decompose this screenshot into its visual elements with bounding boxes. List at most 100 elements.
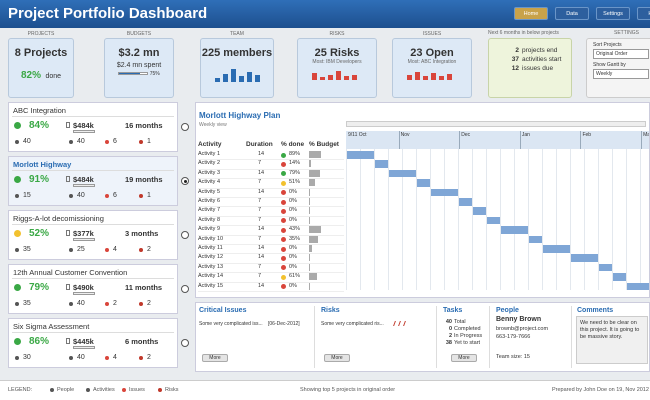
budget-icon bbox=[66, 122, 70, 128]
project-card[interactable]: Six Sigma Assessment 86% $445k 6 months 30 40… bbox=[8, 318, 178, 368]
activity-name: Activity 9 bbox=[198, 226, 221, 233]
activity-done: 0% bbox=[289, 245, 297, 251]
activity-name: Activity 5 bbox=[198, 188, 221, 195]
stat: 30 bbox=[15, 354, 45, 363]
done-dot bbox=[281, 255, 286, 261]
status-dot bbox=[14, 230, 21, 237]
icon bbox=[69, 302, 73, 306]
gantt-bar bbox=[473, 207, 486, 215]
budget-icon bbox=[66, 230, 70, 236]
more-button[interactable]: More bbox=[202, 354, 228, 362]
row-line bbox=[198, 187, 344, 189]
kpi-label: BUDGETS bbox=[126, 31, 152, 37]
done-dot bbox=[281, 218, 286, 224]
done-dot bbox=[281, 246, 286, 252]
project-card[interactable]: Morlott Highway 91% $484k 19 months 15 40 6 1 bbox=[8, 156, 178, 206]
upcoming-count: 37 bbox=[511, 56, 519, 63]
project-card[interactable]: Riggs-A-lot decomissioning 52% $377k 3 mont… bbox=[8, 210, 178, 260]
setting-label: Sort Projects bbox=[593, 42, 622, 48]
task-label: Yet to start bbox=[454, 340, 481, 346]
stat: 40 bbox=[69, 138, 99, 147]
mini-bar bbox=[447, 73, 452, 80]
kpi-label: PROJECTS bbox=[27, 31, 55, 37]
mini-bar bbox=[439, 75, 444, 80]
stat: 4 bbox=[105, 354, 135, 363]
activity-done: 0% bbox=[289, 198, 297, 204]
gantt-bar bbox=[347, 151, 374, 159]
project-card[interactable]: ABC Integration 84% $484k 16 months 40 40 6 1 bbox=[8, 102, 178, 152]
budget-icon bbox=[66, 284, 70, 290]
stat: 40 bbox=[69, 300, 99, 309]
project-radio[interactable] bbox=[181, 231, 189, 239]
project-name: ABC Integration bbox=[13, 106, 66, 115]
mini-bar bbox=[215, 78, 220, 82]
mini-bar bbox=[255, 74, 260, 82]
activity-done: 0% bbox=[289, 216, 297, 223]
done-dot bbox=[281, 190, 286, 196]
project-radio[interactable] bbox=[181, 177, 189, 185]
task-count: 38 bbox=[445, 340, 452, 346]
icon bbox=[105, 356, 109, 360]
budget-bar bbox=[73, 346, 95, 349]
mini-bar bbox=[344, 76, 349, 80]
project-card[interactable]: 12th Annual Customer Convention 79% $490k 1… bbox=[8, 264, 178, 314]
kpi-value: 23 Open bbox=[410, 47, 454, 59]
stat-activities: 40 bbox=[77, 138, 85, 145]
activity-done: 35% bbox=[289, 235, 301, 242]
nav-button[interactable]: Settings bbox=[596, 7, 630, 20]
project-radio[interactable] bbox=[181, 123, 189, 131]
more-button[interactable]: More bbox=[324, 354, 350, 362]
icon bbox=[139, 194, 143, 198]
activity-duration: 7 bbox=[258, 160, 262, 167]
project-budget: $484k bbox=[73, 175, 94, 184]
done-dot bbox=[281, 237, 286, 243]
gantt-select[interactable]: Weekly bbox=[593, 69, 649, 79]
stat-activities: 40 bbox=[77, 354, 85, 361]
activity-name: Activity 3 bbox=[198, 169, 221, 176]
footer-credit: Prepared by John Doe on 19, Nov 2012 bbox=[552, 387, 649, 393]
status-dot bbox=[14, 176, 21, 183]
project-duration: 3 months bbox=[125, 229, 159, 238]
activity-name: Activity 2 bbox=[198, 160, 221, 167]
week-line bbox=[640, 149, 641, 290]
budget-bar bbox=[73, 184, 95, 187]
mini-bar bbox=[407, 74, 412, 80]
nav-button[interactable]: Home bbox=[514, 7, 548, 20]
project-done: 52% bbox=[29, 228, 50, 239]
row-line bbox=[198, 281, 344, 283]
legend-icon bbox=[158, 388, 162, 392]
status-dot bbox=[14, 122, 21, 129]
mini-bar bbox=[320, 76, 325, 80]
panel-divider bbox=[489, 306, 490, 368]
sort-select[interactable]: Original Order bbox=[593, 49, 649, 59]
stat-risks: 1 bbox=[147, 192, 151, 199]
project-radio[interactable] bbox=[181, 339, 189, 347]
activity-name: Activity 11 bbox=[198, 245, 223, 251]
mini-bar bbox=[336, 71, 341, 80]
stat: 2 bbox=[105, 300, 135, 309]
week-line bbox=[444, 149, 445, 290]
week-line bbox=[584, 149, 585, 290]
budget-bar bbox=[309, 169, 320, 177]
more-button[interactable]: More bbox=[451, 354, 477, 362]
team-size: Team size: 15 bbox=[496, 354, 530, 360]
stat-people: 30 bbox=[23, 354, 31, 361]
nav-button[interactable]: Help bbox=[637, 7, 650, 20]
gantt-scroll[interactable] bbox=[346, 121, 646, 127]
risk-text: Some very complicated ris... bbox=[321, 321, 384, 327]
divider bbox=[12, 170, 174, 171]
nav-button[interactable]: Data bbox=[555, 7, 589, 20]
week-line bbox=[402, 149, 403, 290]
stat-people: 35 bbox=[23, 246, 31, 253]
kpi-label: Next 6 months in below projects bbox=[488, 30, 559, 36]
activity-name: Activity 12 bbox=[198, 254, 224, 261]
stat-issues: 6 bbox=[113, 138, 117, 145]
project-radio[interactable] bbox=[181, 285, 189, 293]
budget-bar bbox=[309, 273, 317, 281]
task-label: Total bbox=[454, 319, 466, 325]
kpi-value: $3.2 mn bbox=[118, 47, 160, 59]
task-count: 0 bbox=[448, 326, 452, 332]
kpi-card: TEAM 225 members bbox=[200, 31, 274, 98]
kpi-note: $2.4 mn spent bbox=[116, 62, 162, 69]
done-dot bbox=[281, 208, 286, 214]
